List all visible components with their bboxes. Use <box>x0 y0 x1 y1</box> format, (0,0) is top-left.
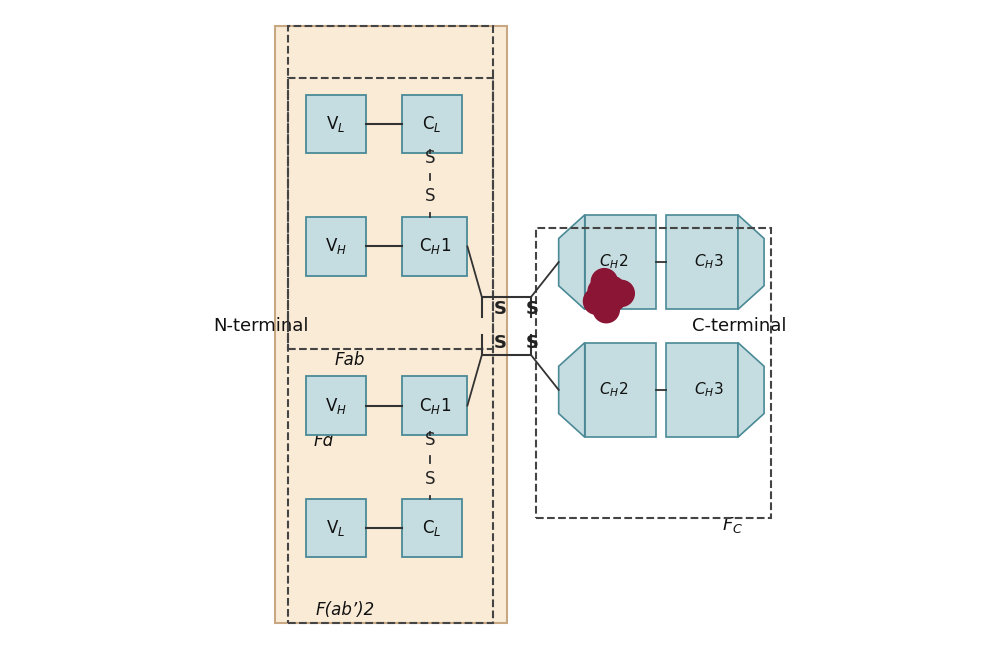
Bar <box>402 95 462 153</box>
Text: C$_{H}$1: C$_{H}$1 <box>419 237 451 256</box>
Circle shape <box>593 297 619 323</box>
Circle shape <box>588 278 614 304</box>
Circle shape <box>583 288 610 314</box>
Text: F$_C$: F$_C$ <box>722 515 743 535</box>
Polygon shape <box>666 215 738 310</box>
Bar <box>536 228 771 518</box>
Text: S: S <box>425 470 435 488</box>
Bar <box>402 499 462 557</box>
Polygon shape <box>738 343 764 437</box>
Text: N-terminal: N-terminal <box>213 317 309 335</box>
Text: $C_H2$: $C_H2$ <box>599 253 629 271</box>
Bar <box>288 26 493 623</box>
Text: S: S <box>425 431 435 449</box>
Bar <box>306 376 366 435</box>
Text: C$_L$: C$_L$ <box>422 518 441 538</box>
Text: S: S <box>425 187 435 205</box>
Text: S: S <box>494 300 507 318</box>
Text: $C_H3$: $C_H3$ <box>694 253 723 271</box>
Bar <box>275 26 507 623</box>
Text: V$_H$: V$_H$ <box>325 396 347 415</box>
Polygon shape <box>585 215 656 310</box>
Polygon shape <box>559 215 585 310</box>
Circle shape <box>608 280 634 306</box>
Circle shape <box>591 269 617 295</box>
Text: $C_H3$: $C_H3$ <box>694 381 723 399</box>
Text: C$_{H}$1: C$_{H}$1 <box>419 396 451 415</box>
Text: S: S <box>526 334 539 352</box>
Text: C-terminal: C-terminal <box>692 317 787 335</box>
Text: S: S <box>425 149 435 167</box>
Text: $C_H2$: $C_H2$ <box>599 381 629 399</box>
Bar <box>288 78 493 349</box>
Polygon shape <box>738 215 764 310</box>
Text: C$_L$: C$_L$ <box>422 114 441 134</box>
Circle shape <box>599 276 625 303</box>
Bar <box>402 217 467 276</box>
Circle shape <box>599 286 625 312</box>
Text: V$_L$: V$_L$ <box>326 518 345 538</box>
Text: Fd: Fd <box>314 432 334 451</box>
Bar <box>306 95 366 153</box>
Text: Fab: Fab <box>335 351 365 369</box>
Text: V$_L$: V$_L$ <box>326 114 345 134</box>
Bar <box>306 217 366 276</box>
Bar <box>402 376 467 435</box>
Text: V$_H$: V$_H$ <box>325 237 347 256</box>
Bar <box>306 499 366 557</box>
Text: S: S <box>526 300 539 318</box>
Polygon shape <box>666 343 738 437</box>
Polygon shape <box>585 343 656 437</box>
Text: F(ab’)2: F(ab’)2 <box>315 601 374 619</box>
Text: S: S <box>494 334 507 352</box>
Polygon shape <box>559 343 585 437</box>
